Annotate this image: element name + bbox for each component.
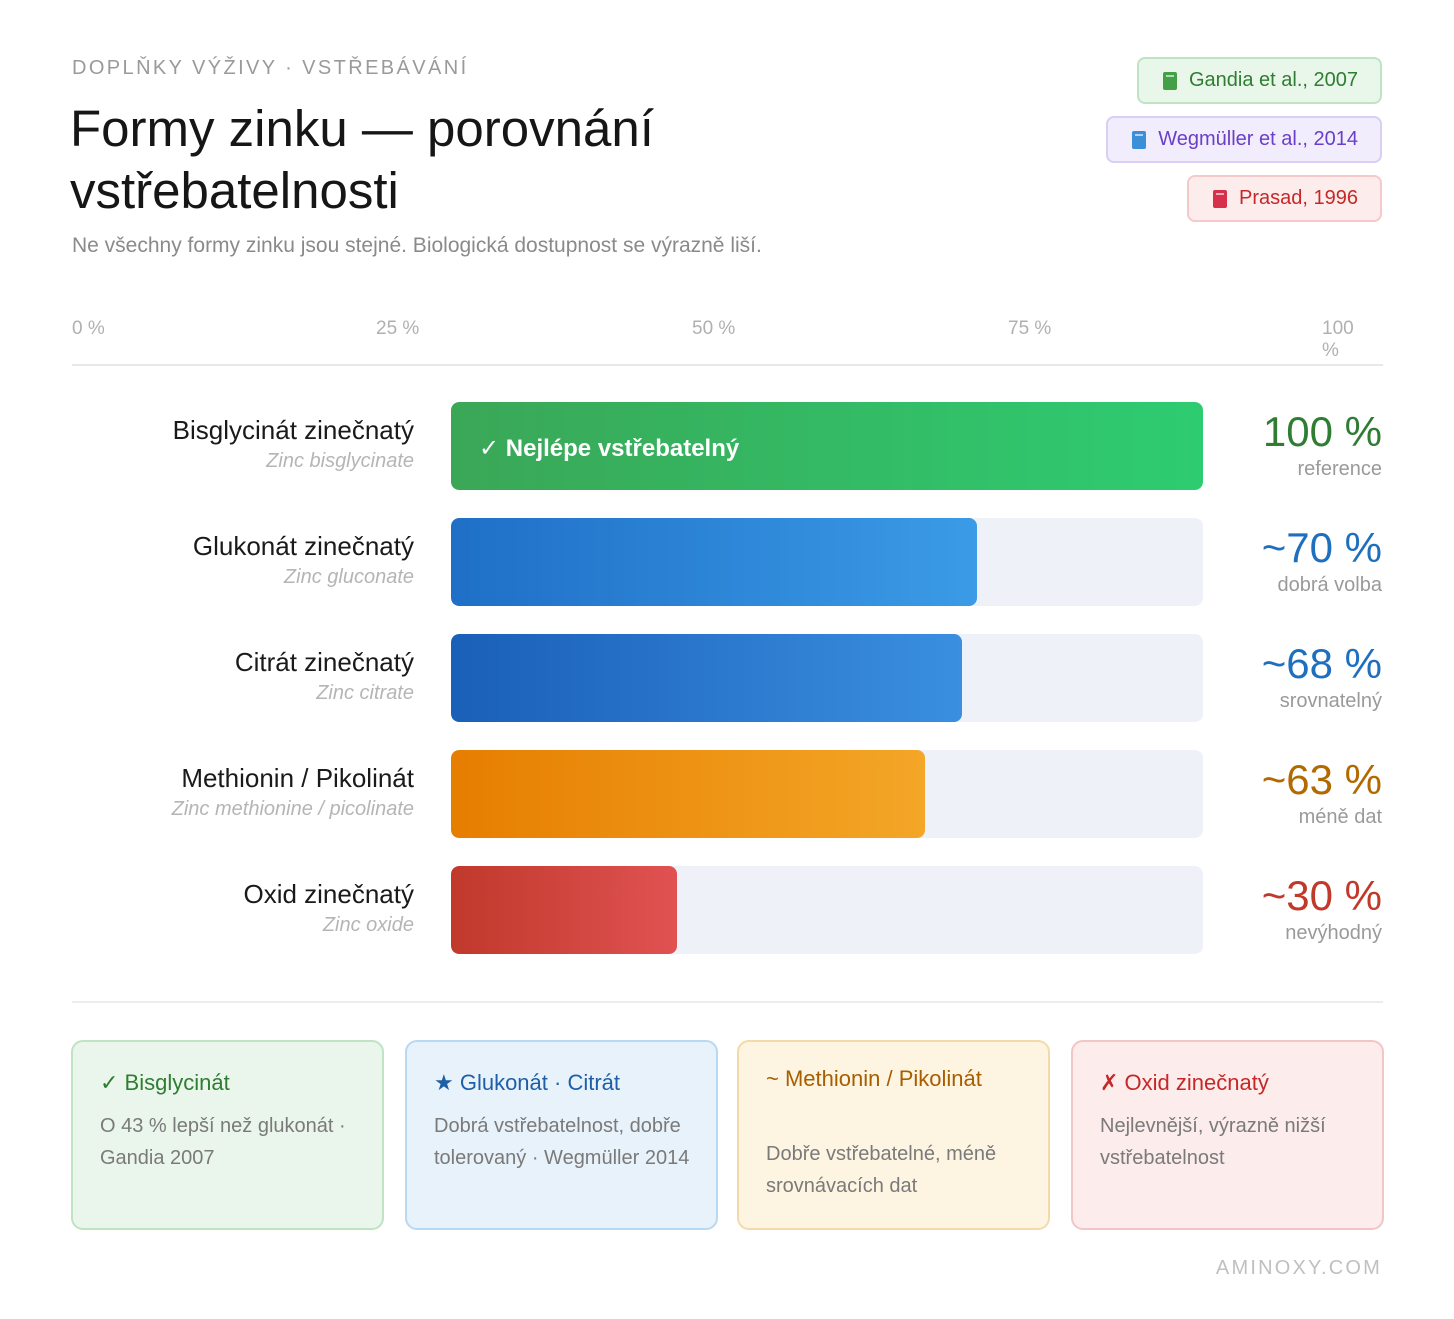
- value-note: dobrá volba: [1277, 574, 1382, 596]
- axis-tick-label: 100 %: [1322, 318, 1354, 361]
- summary-card: ✗ Oxid zinečnatý Nejlevnější, výrazně niž…: [1071, 1040, 1384, 1230]
- card-title: ★ Glukonát · Citrát: [434, 1070, 621, 1095]
- source-badge: Gandia et al., 2007: [1136, 57, 1382, 104]
- source-list: Gandia et al., 2007 Wegmüller et al., 201…: [1106, 57, 1382, 222]
- bar-row: Citrát zinečnatý Zinc citrate ~68 % srovnat…: [0, 634, 1454, 722]
- summary-card: ★ Glukonát · Citrát Dobrá vstřebatelnost,…: [405, 1040, 718, 1230]
- card-title: ✗ Oxid zinečnatý: [1100, 1070, 1269, 1095]
- bar-label: Citrát zinečnatý Zinc citrate: [14, 646, 414, 708]
- eyebrow: DOPLŇKY VÝŽIVY · VSTŘEBÁVÁNÍ: [72, 57, 469, 79]
- category-subname: Zinc citrate: [316, 682, 414, 704]
- category-subname: Zinc bisglycinate: [266, 450, 414, 472]
- category-name: Glukonát zinečnatý: [192, 531, 414, 561]
- card-description: Dobře vstřebatelné, méně srovnávacích da…: [766, 1143, 997, 1197]
- value-note: reference: [1297, 458, 1383, 480]
- axis-tick-label: 50 %: [692, 318, 736, 339]
- bar-track: [451, 866, 1203, 954]
- bar-label: Bisglycinát zinečnatý Zinc bisglycinate: [14, 414, 414, 476]
- x-axis: 0 % 25 % 50 % 75 % 100 %: [72, 318, 1383, 366]
- category-name: Bisglycinát zinečnatý: [172, 415, 414, 445]
- bar-row: Methionin / Pikolinát Zinc methionine / p…: [0, 750, 1454, 838]
- category-subname: Zinc gluconate: [283, 566, 414, 588]
- category-subname: Zinc methionine / picolinate: [171, 798, 414, 820]
- bar-value: ~68 % srovnatelný: [1262, 640, 1382, 714]
- bar: [451, 750, 925, 838]
- value-note: srovnatelný: [1279, 690, 1382, 712]
- blue-book-icon: [1132, 130, 1147, 149]
- value-note: méně dat: [1298, 806, 1382, 828]
- card-description: Dobrá vstřebatelnost, dobře tolerovaný ·…: [434, 1115, 690, 1169]
- bar-value: ~63 % méně dat: [1262, 756, 1382, 830]
- green-book-icon: [1162, 71, 1177, 90]
- value-label: 100 %: [1262, 408, 1382, 455]
- axis-tick-label: 75 %: [1008, 318, 1052, 339]
- summary-card: ~ Methionin / Pikolinát Dobře vstřebateln…: [737, 1040, 1050, 1230]
- card-title: ~ Methionin / Pikolinát: [766, 1066, 982, 1091]
- category-name: Methionin / Pikolinát: [181, 763, 414, 793]
- source-label: Gandia et al., 2007: [1188, 69, 1358, 91]
- red-book-icon: [1213, 189, 1228, 208]
- bar: ✓ Nejlépe vstřebatelný: [451, 402, 1203, 490]
- source-badge: Prasad, 1996: [1187, 175, 1382, 222]
- bar-label: Methionin / Pikolinát Zinc methionine / p…: [14, 762, 414, 824]
- value-label: ~30 %: [1261, 872, 1382, 919]
- bar-row: Glukonát zinečnatý Zinc gluconate ~70 % dob…: [0, 518, 1454, 606]
- bar-track: ✓ Nejlépe vstřebatelný: [451, 402, 1203, 490]
- source-label: Prasad, 1996: [1239, 187, 1358, 209]
- bar-inner-label: ✓ Nejlépe vstřebatelný: [479, 435, 740, 462]
- axis-tick-label: 25 %: [376, 318, 420, 339]
- summary-card: ✓ Bisglycinát O 43 % lepší než glukonát ·…: [71, 1040, 384, 1230]
- source-label: Wegmüller et al., 2014: [1158, 128, 1358, 150]
- bar-value: ~70 % dobrá volba: [1262, 524, 1382, 598]
- bar-label: Glukonát zinečnatý Zinc gluconate: [14, 530, 414, 592]
- page-title: Formy zinku — porovnání vstřebatelnosti: [70, 100, 654, 219]
- bar-value: ~30 % nevýhodný: [1262, 872, 1382, 946]
- card-description: O 43 % lepší než glukonát · Gandia 2007: [100, 1115, 346, 1169]
- bar-row: Oxid zinečnatý Zinc oxide ~30 % nevýhodný: [0, 866, 1454, 954]
- footer-brand: AMINOXY.COM: [1215, 1257, 1382, 1279]
- source-badge: Wegmüller et al., 2014: [1106, 116, 1382, 163]
- card-title: ✓ Bisglycinát: [100, 1070, 230, 1095]
- axis-tick-label: 0 %: [72, 318, 105, 339]
- value-label: ~70 %: [1261, 524, 1382, 571]
- bar: [451, 866, 677, 954]
- category-name: Citrát zinečnatý: [234, 647, 414, 677]
- bar-track: [451, 518, 1203, 606]
- bar-track: [451, 750, 1203, 838]
- bar-value: 100 % reference: [1263, 408, 1382, 482]
- bar-label: Oxid zinečnatý Zinc oxide: [14, 878, 414, 940]
- bar: [451, 634, 963, 722]
- category-name: Oxid zinečnatý: [243, 879, 414, 909]
- category-subname: Zinc oxide: [322, 914, 414, 936]
- bar-row: Bisglycinát zinečnatý Zinc bisglycinate ✓ …: [0, 402, 1454, 490]
- divider: [72, 1001, 1383, 1003]
- summary-cards: ✓ Bisglycinát O 43 % lepší než glukonát ·…: [71, 1040, 1384, 1230]
- subtitle: Ne všechny formy zinku jsou stejné. Biol…: [72, 234, 762, 257]
- card-description: Nejlevnější, výrazně nižší vstřebatelnos…: [1100, 1115, 1326, 1169]
- value-label: ~63 %: [1261, 756, 1382, 803]
- value-note: nevýhodný: [1285, 922, 1382, 944]
- value-label: ~68 %: [1261, 640, 1382, 687]
- bar: [451, 518, 978, 606]
- bar-track: [451, 634, 1203, 722]
